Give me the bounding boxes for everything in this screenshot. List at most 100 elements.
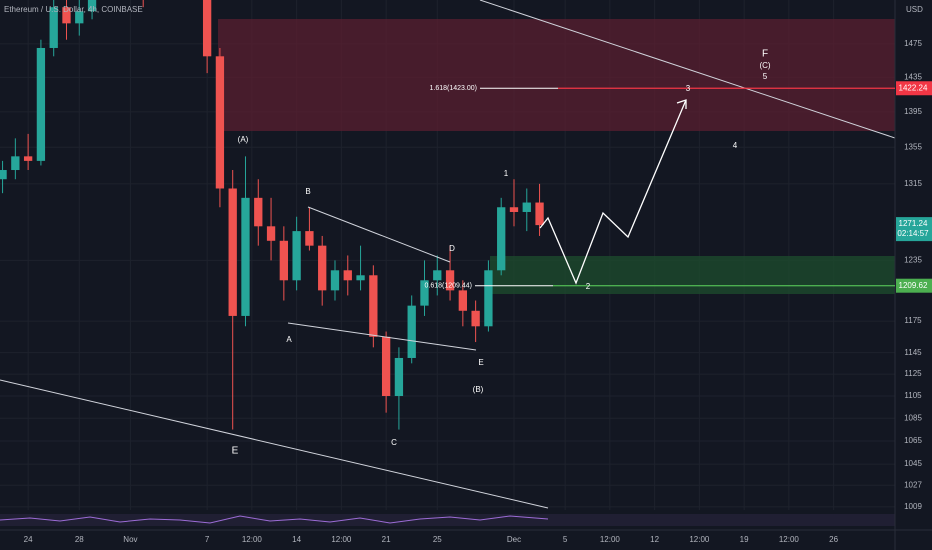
candle-body bbox=[497, 207, 506, 271]
wave-label: 3 bbox=[686, 84, 691, 93]
candle-body bbox=[36, 47, 46, 161]
x-tick-label: 12 bbox=[650, 535, 659, 544]
y-tick-label: 1045 bbox=[904, 459, 922, 468]
candle-body bbox=[381, 336, 391, 397]
fib-label: 1.618(1423.00) bbox=[430, 85, 477, 92]
y-tick-label: 1009 bbox=[904, 502, 922, 511]
x-tick-label: 12:00 bbox=[779, 535, 800, 544]
candle-body bbox=[471, 310, 480, 327]
candle-body bbox=[266, 226, 276, 241]
price-tag bbox=[896, 81, 932, 96]
y-tick-label: 1175 bbox=[904, 316, 922, 325]
y-tick-label: 1027 bbox=[904, 480, 922, 489]
candle-body bbox=[0, 170, 7, 180]
candle-body bbox=[202, 0, 212, 57]
wave-label: D bbox=[449, 244, 455, 253]
x-tick-label: 12:00 bbox=[242, 535, 263, 544]
candle-body bbox=[49, 7, 58, 48]
candle-body bbox=[522, 202, 531, 212]
wave-label: C bbox=[391, 438, 397, 447]
candle-body bbox=[407, 305, 416, 358]
trend-line bbox=[0, 379, 549, 509]
x-tick-label: Dec bbox=[507, 535, 521, 544]
candle-body bbox=[458, 290, 467, 311]
indicator-line bbox=[0, 515, 549, 524]
candle-body bbox=[509, 207, 519, 212]
wedge-line bbox=[307, 206, 451, 263]
wave-label: B bbox=[305, 187, 310, 196]
candle-body bbox=[356, 275, 365, 281]
countdown-label: 02:14:57 bbox=[897, 229, 929, 238]
y-tick-label: 1435 bbox=[904, 72, 922, 81]
candle-body bbox=[445, 270, 455, 291]
candle-body bbox=[254, 197, 263, 227]
drawings bbox=[0, 0, 895, 509]
candle-body bbox=[330, 270, 340, 291]
forecast-path bbox=[539, 99, 687, 285]
price-tag-label: 1422.24 bbox=[899, 83, 928, 92]
x-tick-label: 28 bbox=[75, 535, 84, 544]
wave-label: (C) bbox=[759, 61, 770, 70]
x-tick-label: 14 bbox=[292, 535, 301, 544]
indicator-band bbox=[0, 514, 895, 526]
x-tick-label: 26 bbox=[829, 535, 838, 544]
last-price-tag bbox=[896, 217, 932, 242]
overlay: 1009102710451065108511051125114511751235… bbox=[24, 39, 932, 544]
supply-zone bbox=[218, 19, 895, 131]
symbol-title: Ethereum / U.S. Dollar, 4h, COINBASE bbox=[4, 5, 143, 14]
y-tick-label: 1145 bbox=[904, 348, 922, 357]
candle-body bbox=[11, 156, 20, 171]
candle-body bbox=[279, 240, 288, 281]
wave-label: 5 bbox=[763, 72, 768, 81]
x-tick-label: 12:00 bbox=[600, 535, 621, 544]
candle-body bbox=[292, 231, 301, 281]
price-tag-label: 1209.62 bbox=[899, 281, 928, 290]
y-tick-label: 1085 bbox=[904, 413, 922, 422]
y-tick-label: 1235 bbox=[904, 255, 922, 264]
trend-line bbox=[479, 0, 895, 139]
candle-body bbox=[23, 156, 33, 161]
candle-body bbox=[215, 56, 225, 189]
candle-body bbox=[305, 231, 314, 246]
x-tick-label: Nov bbox=[123, 535, 137, 544]
x-tick-label: 7 bbox=[205, 535, 210, 544]
unit-label: USD bbox=[906, 5, 923, 14]
wave-label: E bbox=[478, 358, 483, 367]
y-tick-label: 1475 bbox=[904, 39, 922, 48]
candle-body bbox=[420, 280, 429, 306]
wedge-line bbox=[287, 322, 477, 351]
candle-body bbox=[87, 0, 97, 12]
wave-label: 4 bbox=[733, 141, 738, 150]
x-tick-label: 21 bbox=[382, 535, 391, 544]
x-tick-label: 25 bbox=[433, 535, 442, 544]
candle-body bbox=[228, 188, 237, 316]
x-tick-label: 19 bbox=[740, 535, 749, 544]
x-tick-label: 12:00 bbox=[331, 535, 352, 544]
y-tick-label: 1105 bbox=[904, 391, 922, 400]
y-tick-label: 1125 bbox=[904, 369, 922, 378]
candle-body bbox=[484, 270, 493, 327]
forecast-arrow bbox=[676, 99, 687, 109]
y-tick-label: 1065 bbox=[904, 436, 922, 445]
last-price-label: 1271.24 bbox=[899, 219, 928, 228]
y-tick-label: 1395 bbox=[904, 107, 922, 116]
candle-body bbox=[369, 275, 378, 337]
fib-label: 0.618(1209.44) bbox=[425, 283, 472, 290]
candle-body bbox=[394, 357, 404, 397]
candle-body bbox=[241, 197, 250, 316]
candle-body bbox=[318, 245, 327, 291]
candle-body bbox=[75, 11, 84, 24]
wave-label: (B) bbox=[473, 385, 484, 394]
x-tick-label: 5 bbox=[563, 535, 568, 544]
demand-zone bbox=[490, 256, 895, 294]
wave-label: E bbox=[232, 446, 239, 457]
candle-body bbox=[433, 270, 442, 281]
wave-label: 2 bbox=[586, 282, 591, 291]
y-tick-label: 1315 bbox=[904, 179, 922, 188]
candle-body bbox=[62, 7, 71, 24]
candle-body bbox=[535, 202, 544, 226]
price-tag bbox=[896, 278, 932, 293]
wave-label: A bbox=[286, 335, 292, 344]
x-tick-label: 12:00 bbox=[689, 535, 710, 544]
